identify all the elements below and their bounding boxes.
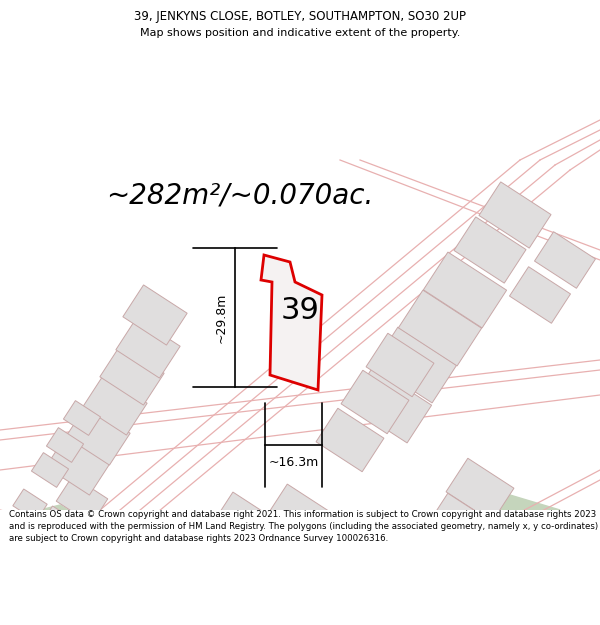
Polygon shape xyxy=(426,493,494,557)
Polygon shape xyxy=(446,458,514,522)
Polygon shape xyxy=(46,428,83,462)
Polygon shape xyxy=(83,375,147,435)
Polygon shape xyxy=(349,367,431,443)
Polygon shape xyxy=(66,405,130,465)
Polygon shape xyxy=(366,333,434,397)
Polygon shape xyxy=(424,252,506,328)
Polygon shape xyxy=(535,232,595,288)
Polygon shape xyxy=(316,408,384,472)
Polygon shape xyxy=(261,255,322,390)
Polygon shape xyxy=(373,327,457,403)
Polygon shape xyxy=(56,476,108,524)
Polygon shape xyxy=(148,525,202,575)
Polygon shape xyxy=(398,290,482,366)
Text: Contains OS data © Crown copyright and database right 2021. This information is : Contains OS data © Crown copyright and d… xyxy=(9,510,598,542)
Text: ~29.8m: ~29.8m xyxy=(215,292,227,342)
Text: ~282m²/~0.070ac.: ~282m²/~0.070ac. xyxy=(106,181,374,209)
Text: ~16.3m: ~16.3m xyxy=(268,456,319,469)
Polygon shape xyxy=(470,495,560,560)
Polygon shape xyxy=(479,182,551,248)
Text: 39, JENKYNS CLOSE, BOTLEY, SOUTHAMPTON, SO30 2UP: 39, JENKYNS CLOSE, BOTLEY, SOUTHAMPTON, … xyxy=(134,10,466,23)
Polygon shape xyxy=(31,452,68,488)
Polygon shape xyxy=(116,318,180,378)
Polygon shape xyxy=(64,401,101,436)
Polygon shape xyxy=(123,285,187,345)
Polygon shape xyxy=(341,370,409,434)
Text: 39: 39 xyxy=(280,296,319,325)
Polygon shape xyxy=(46,435,110,495)
Polygon shape xyxy=(0,505,100,560)
Polygon shape xyxy=(454,217,526,283)
Polygon shape xyxy=(208,492,292,568)
Polygon shape xyxy=(172,511,238,569)
Polygon shape xyxy=(36,506,88,554)
Text: Map shows position and indicative extent of the property.: Map shows position and indicative extent… xyxy=(140,28,460,38)
Polygon shape xyxy=(266,484,334,546)
Polygon shape xyxy=(100,345,164,405)
Polygon shape xyxy=(13,489,47,521)
Polygon shape xyxy=(509,267,571,323)
